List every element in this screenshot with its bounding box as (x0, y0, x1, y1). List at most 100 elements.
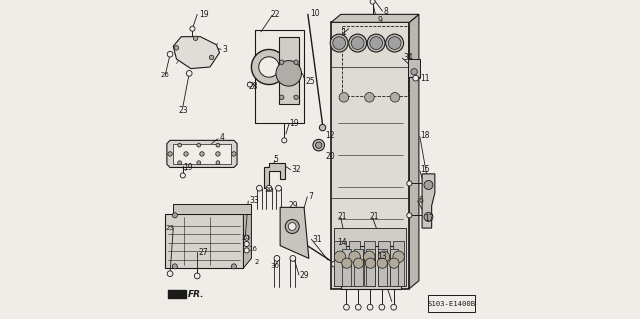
Text: 13: 13 (378, 252, 387, 261)
Circle shape (344, 304, 349, 310)
Circle shape (200, 152, 204, 156)
Circle shape (186, 70, 192, 76)
Text: 4: 4 (220, 133, 225, 142)
Polygon shape (173, 37, 220, 69)
Circle shape (370, 37, 383, 49)
Bar (331, 22, 410, 289)
Polygon shape (264, 163, 285, 188)
Text: 2: 2 (255, 259, 259, 265)
Text: 30: 30 (271, 263, 280, 269)
Text: 26: 26 (161, 72, 170, 78)
Circle shape (407, 213, 412, 218)
Text: 18: 18 (420, 131, 430, 140)
Text: 24: 24 (242, 235, 251, 241)
Bar (366, 249, 375, 286)
Text: 17: 17 (424, 214, 434, 223)
Bar (390, 249, 399, 286)
Circle shape (339, 93, 349, 102)
Bar (334, 228, 406, 286)
Text: 32: 32 (291, 165, 301, 174)
Text: 30: 30 (264, 187, 273, 193)
Polygon shape (243, 204, 252, 268)
Text: FR.: FR. (188, 290, 205, 299)
Bar (378, 241, 390, 286)
Circle shape (259, 57, 279, 77)
Text: 28: 28 (248, 82, 258, 91)
Circle shape (231, 264, 236, 269)
Circle shape (209, 55, 214, 60)
Circle shape (280, 95, 284, 100)
Text: 21: 21 (337, 212, 347, 221)
Circle shape (178, 161, 182, 165)
Circle shape (386, 34, 404, 52)
Circle shape (167, 51, 173, 57)
Circle shape (377, 258, 387, 268)
Circle shape (190, 26, 195, 31)
Circle shape (195, 273, 200, 279)
Circle shape (282, 138, 287, 143)
Text: 19: 19 (199, 10, 209, 19)
Bar (408, 59, 420, 77)
Circle shape (216, 152, 220, 156)
Circle shape (247, 82, 252, 87)
Circle shape (197, 143, 201, 147)
Circle shape (290, 256, 296, 261)
Circle shape (319, 124, 326, 131)
Polygon shape (422, 174, 435, 228)
Circle shape (257, 185, 262, 191)
Circle shape (180, 173, 186, 178)
Circle shape (266, 185, 272, 191)
Circle shape (334, 251, 346, 263)
Polygon shape (165, 214, 243, 268)
Circle shape (365, 258, 376, 268)
Text: 23: 23 (165, 225, 174, 231)
Bar (278, 37, 300, 104)
Circle shape (244, 248, 249, 253)
Circle shape (184, 152, 188, 156)
Text: 19: 19 (183, 163, 193, 172)
Polygon shape (331, 14, 419, 22)
Bar (334, 241, 346, 286)
Circle shape (197, 161, 201, 165)
Polygon shape (173, 204, 252, 214)
Circle shape (167, 271, 173, 277)
Circle shape (391, 304, 397, 310)
Bar (364, 241, 375, 286)
Bar (342, 249, 351, 286)
Text: 29: 29 (300, 271, 309, 280)
Circle shape (411, 69, 417, 75)
Bar (354, 249, 363, 286)
Circle shape (244, 241, 249, 247)
Text: 31: 31 (312, 235, 322, 244)
Circle shape (342, 258, 352, 268)
Circle shape (244, 235, 249, 240)
Circle shape (330, 34, 348, 52)
Circle shape (285, 219, 300, 234)
Circle shape (252, 49, 287, 85)
Circle shape (349, 34, 367, 52)
Circle shape (378, 251, 390, 263)
Text: 6: 6 (419, 197, 423, 205)
Text: 14: 14 (337, 238, 347, 247)
Circle shape (276, 61, 301, 86)
Circle shape (276, 185, 282, 191)
Circle shape (364, 251, 375, 263)
Circle shape (216, 161, 220, 165)
Bar (378, 249, 387, 286)
Circle shape (172, 213, 177, 218)
Text: 3: 3 (223, 45, 228, 54)
Bar (349, 241, 360, 286)
Polygon shape (167, 140, 237, 167)
Text: 8: 8 (383, 7, 388, 16)
Circle shape (332, 261, 337, 267)
Circle shape (172, 264, 177, 269)
Circle shape (178, 143, 182, 147)
Circle shape (379, 304, 385, 310)
Circle shape (367, 34, 385, 52)
Circle shape (370, 0, 375, 4)
Circle shape (289, 223, 296, 230)
Text: 9: 9 (378, 16, 382, 25)
Polygon shape (280, 207, 309, 258)
Text: 33: 33 (250, 197, 260, 205)
Circle shape (274, 256, 280, 261)
